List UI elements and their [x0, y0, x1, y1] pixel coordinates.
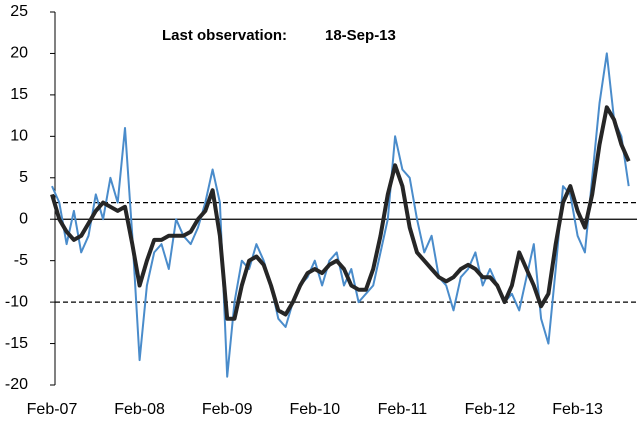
x-tick-label: Feb-13: [552, 401, 603, 418]
x-tick-label: Feb-10: [289, 401, 340, 418]
y-tick-label: 0: [19, 210, 28, 227]
x-tick-label: Feb-08: [114, 401, 165, 418]
line-series: [51, 52, 630, 378]
x-tick-label: Feb-09: [202, 401, 253, 418]
y-tick-label: 5: [19, 169, 28, 186]
y-tick-label: -5: [14, 252, 28, 269]
y-tick-label: -20: [5, 376, 28, 393]
y-tick-label: 10: [10, 128, 28, 145]
annotation-label: Last observation:: [162, 27, 287, 44]
y-tick-label: 25: [10, 3, 28, 20]
line-series: [50, 105, 631, 321]
y-tick-label: 15: [10, 86, 28, 103]
x-tick-label: Feb-11: [378, 401, 428, 418]
annotation-date: 18-Sep-13: [325, 27, 396, 44]
y-tick-label: -15: [5, 335, 28, 352]
y-tick-label: -10: [5, 293, 28, 310]
x-tick-label: Feb-12: [465, 401, 516, 418]
x-tick-label: Feb-07: [27, 401, 78, 418]
y-tick-label: 20: [10, 45, 28, 62]
